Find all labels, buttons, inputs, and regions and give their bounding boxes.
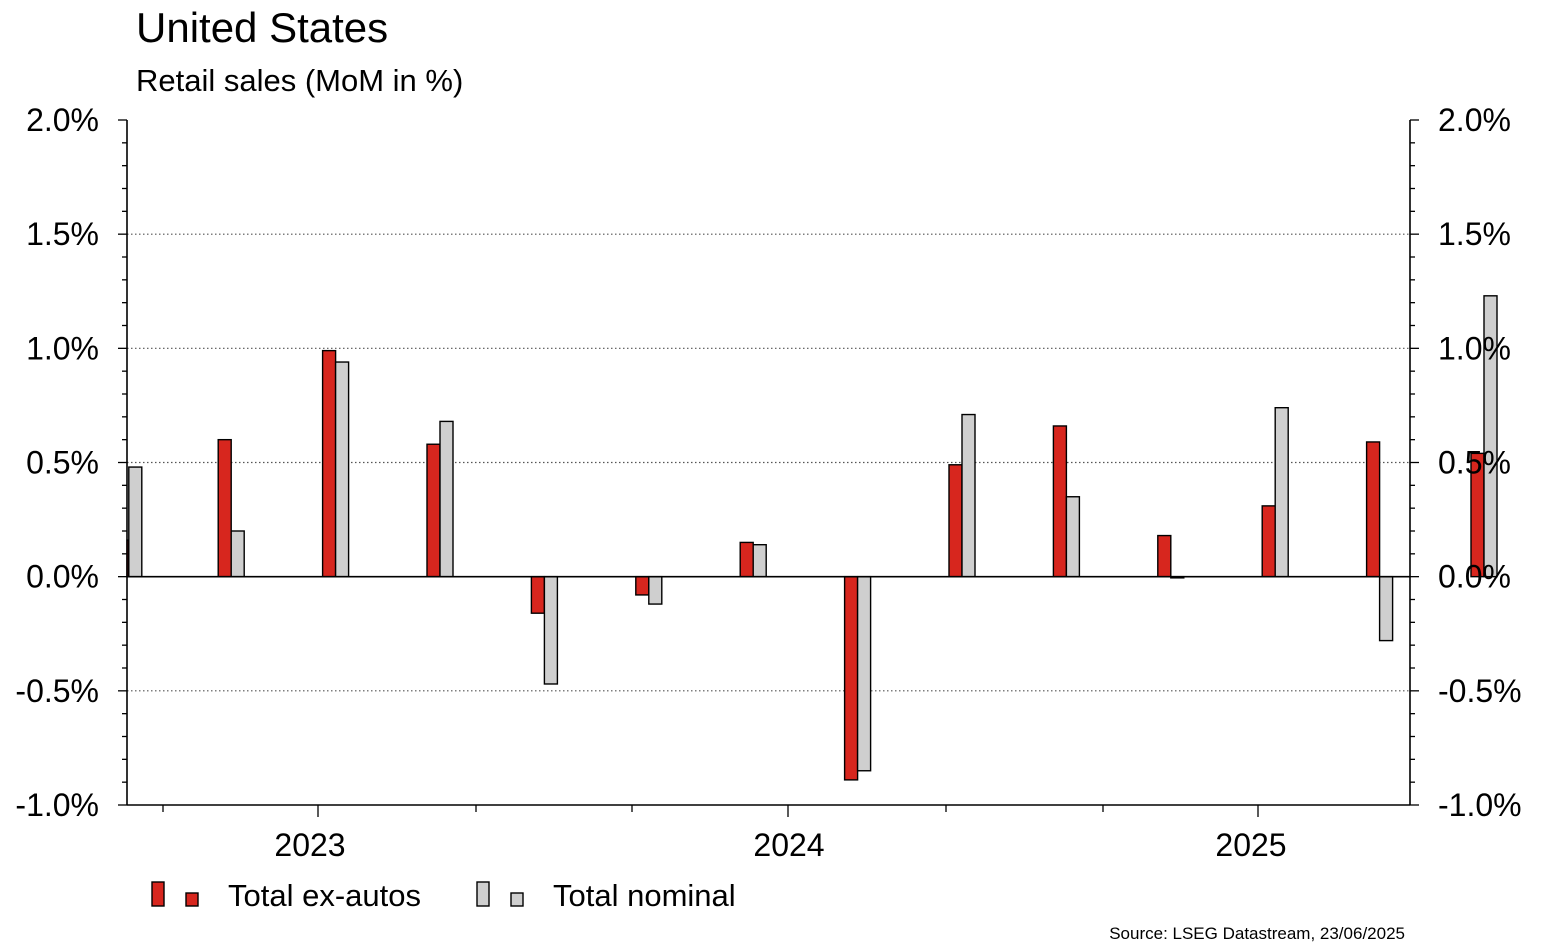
bar-nominal-1 xyxy=(230,530,245,578)
y-tick-label-left-1: -0.5% xyxy=(15,673,99,709)
y-tick-label-left-5: 1.5% xyxy=(26,216,99,252)
y-tick-label-right-3: 0.5% xyxy=(1438,445,1511,481)
bar-ex-autos-4 xyxy=(530,575,546,614)
y-tick-label-right-0: -1.0% xyxy=(1438,787,1522,823)
bar-ex-autos-12 xyxy=(1365,441,1381,578)
legend: Total ex-autos Total nominal xyxy=(151,878,736,913)
chart-title: United States xyxy=(136,4,389,51)
y-tick-label-left-3: 0.5% xyxy=(26,445,99,481)
bar-nominal-11 xyxy=(1274,407,1289,578)
legend-swatch-nominal-large xyxy=(476,881,490,907)
bar-ex-autos-10 xyxy=(1157,534,1172,578)
bar-nominal-2 xyxy=(334,361,350,578)
x-year-label-2025: 2025 xyxy=(1215,827,1286,863)
bar-ex-autos-2 xyxy=(321,349,337,578)
axis-labels: -1.0% -1.0% -0.5% -0.5% 0.0% 0.0% 0.5% 0.5% 1.0%… xyxy=(15,102,1521,863)
legend-swatch-ex-autos-small xyxy=(185,892,199,907)
bar-nominal-13 xyxy=(1483,295,1498,578)
bar-nominal-8 xyxy=(961,413,976,578)
y-tick-label-right-5: 1.5% xyxy=(1438,216,1511,252)
y-tick-label-left-4: 1.0% xyxy=(26,330,99,366)
bar-nominal-6 xyxy=(752,544,767,578)
x-year-label-2024: 2024 xyxy=(753,827,824,863)
legend-label-ex-autos: Total ex-autos xyxy=(228,878,421,913)
y-tick-label-right-4: 1.0% xyxy=(1438,330,1511,366)
source-note: Source: LSEG Datastream, 23/06/2025 xyxy=(1109,924,1405,943)
gridlines xyxy=(127,233,1410,692)
legend-item-nominal: Total nominal xyxy=(476,878,736,913)
y-tick-label-right-2: 0.0% xyxy=(1438,559,1511,595)
bar-ex-autos-8 xyxy=(948,464,963,578)
chart-subtitle: Retail sales (MoM in %) xyxy=(136,63,464,98)
y-tick-label-left-2: 0.0% xyxy=(26,559,99,595)
bar-nominal-12 xyxy=(1378,575,1394,642)
bar-ex-autos-5 xyxy=(635,575,650,596)
legend-swatch-nominal-small xyxy=(510,892,524,907)
bar-nominal-5 xyxy=(648,575,663,605)
y-tick-label-right-6: 2.0% xyxy=(1438,102,1511,138)
y-tick-label-left-6: 2.0% xyxy=(26,102,99,138)
y-tick-label-right-1: -0.5% xyxy=(1438,673,1522,709)
y-tick-label-left-0: -1.0% xyxy=(15,787,99,823)
bar-ex-autos-11 xyxy=(1261,505,1276,578)
legend-item-ex-autos: Total ex-autos xyxy=(151,878,421,913)
bar-nominal-3 xyxy=(439,420,454,578)
bar-ex-autos-1 xyxy=(217,438,232,578)
bars xyxy=(126,295,1498,781)
bar-nominal-0 xyxy=(128,466,143,578)
bar-ex-autos-9 xyxy=(1052,425,1068,578)
legend-swatch-ex-autos-large xyxy=(151,881,165,907)
bar-ex-autos-6 xyxy=(739,541,754,578)
bar-nominal-9 xyxy=(1065,496,1081,578)
x-year-label-2023: 2023 xyxy=(274,827,345,863)
bar-nominal-4 xyxy=(543,575,559,685)
bar-ex-autos-7 xyxy=(843,575,859,781)
bar-nominal-7 xyxy=(856,575,872,772)
bar-ex-autos-3 xyxy=(426,443,441,578)
legend-label-nominal: Total nominal xyxy=(553,878,736,913)
axis-ticks xyxy=(118,119,1419,817)
